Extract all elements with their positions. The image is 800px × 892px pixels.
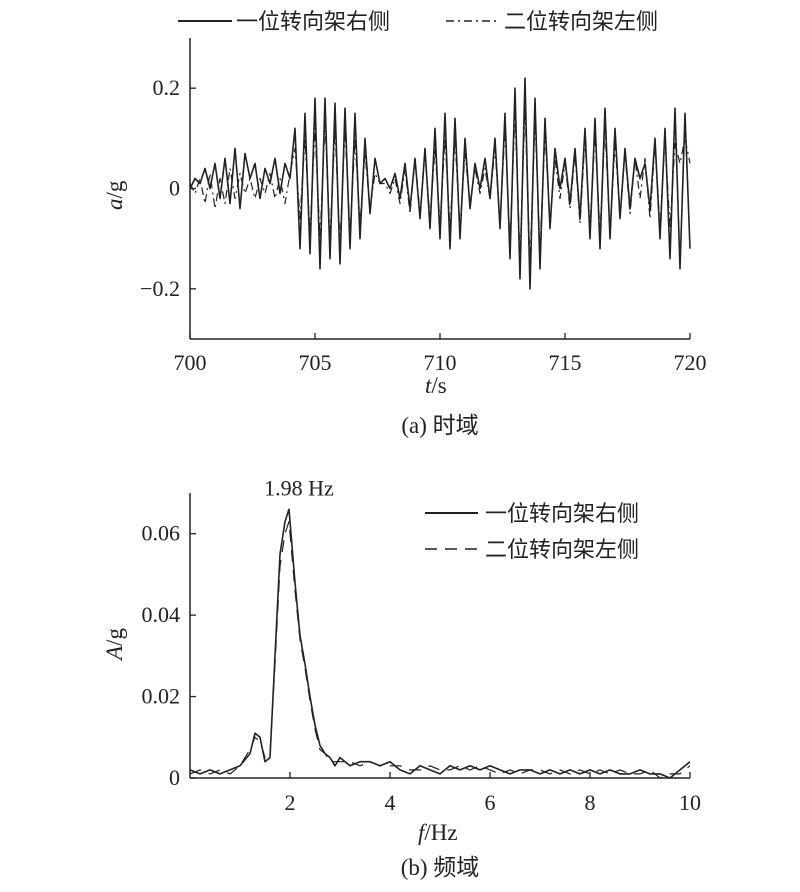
x-tick-label: 705 [299,350,332,375]
series-time-domain [189,77,691,290]
legend-label-freq-series-1: 一位转向架右侧 [485,501,639,526]
y-tick-label: 0 [169,176,180,201]
x-tick-label: 2 [285,790,296,815]
x-axis-label-freq: f/Hz [418,820,458,845]
x-axis-label-time-unit: /s [431,373,446,398]
x-tick-label: 715 [549,350,582,375]
x-axis-label-time: t/s [425,373,447,398]
y-axis-label-freq-var: A [102,645,127,662]
chart-frequency-domain: 2 4 6 8 10 0 0.02 0.04 0.06 1.98 Hz 一位转向架右侧 二位转向… [102,475,701,880]
series-line-2 [189,520,691,779]
chart-time-domain: 一位转向架右侧 二位转向架左侧 700 705 710 715 7200.20−0.2 … [102,9,707,438]
legend-frequency-domain: 一位转向架右侧 二位转向架左侧 [425,501,639,562]
x-tick-label: 8 [585,790,596,815]
ticks-time-domain: 700 705 710 715 720 0.2 0 −0.2 [140,75,706,375]
y-axis-label-time-var: a [102,199,127,211]
y-axis-label-time-unit: /g [102,180,127,198]
ticks-frequency-domain: 2 4 6 8 10 0 0.02 0.04 0.06 [142,521,702,815]
x-tick-label: 710 [424,350,457,375]
caption-time-domain: (a) 时域 [401,413,478,438]
series-line-2 [189,107,691,265]
y-tick-label: 0.2 [153,75,181,100]
legend-label-freq-series-2: 二位转向架左侧 [485,537,639,562]
x-tick-label: 700 [174,350,207,375]
x-axis-label-time-var: t [425,373,432,398]
x-tick-label: 720 [674,350,707,375]
legend-time-domain: 一位转向架右侧 二位转向架左侧 [178,9,658,34]
y-axis-label-time: a/g [102,180,127,210]
series-line-1 [189,77,691,290]
x-axis-label-freq-var: f [418,820,428,845]
y-axis-label-freq: A/g [102,628,127,662]
x-tick-label: 4 [385,790,396,815]
x-tick-label: 6 [485,790,496,815]
series-frequency-domain [189,508,691,779]
peak-annotation: 1.98 Hz [264,475,334,500]
y-tick-label: −0.2 [140,276,180,301]
legend-label-series-2: 二位转向架左侧 [504,9,658,34]
y-tick-label: 0.02 [142,684,181,709]
y-tick-label: 0.06 [142,521,181,546]
x-axis-label-freq-unit: /Hz [424,820,457,845]
x-tick-label: 10 [679,790,701,815]
y-tick-label: 0.04 [142,602,181,627]
caption-frequency-domain: (b) 频域 [401,855,480,880]
y-axis-label-freq-unit: /g [102,628,127,646]
y-tick-label: 0 [169,765,180,790]
legend-label-series-1: 一位转向架右侧 [236,9,390,34]
